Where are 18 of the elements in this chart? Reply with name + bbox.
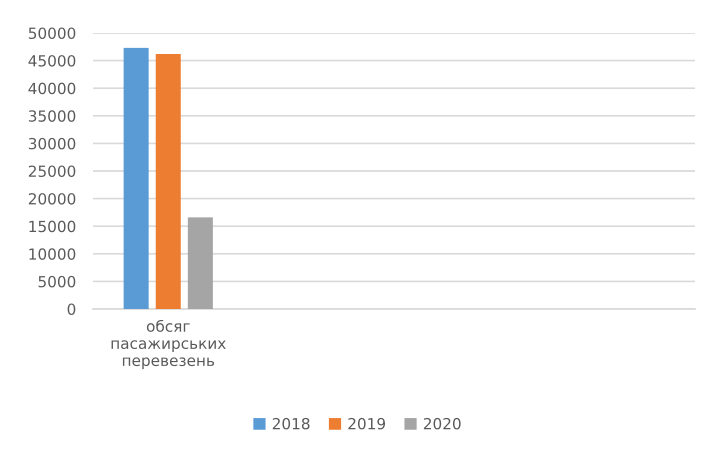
y-tick-label: 35000 bbox=[28, 110, 76, 122]
legend-label: 2020 bbox=[424, 418, 461, 430]
y-tick-label: 5000 bbox=[38, 276, 76, 288]
y-tick-label: 25000 bbox=[28, 165, 76, 178]
y-tick-label: 30000 bbox=[28, 138, 76, 150]
y-tick-label: 0 bbox=[68, 303, 76, 316]
bar bbox=[156, 54, 181, 309]
legend-label: 2019 bbox=[348, 418, 386, 430]
bar bbox=[124, 48, 149, 309]
legend-label: 2018 bbox=[272, 418, 310, 430]
y-tick-label: 20000 bbox=[28, 193, 76, 205]
bar bbox=[188, 217, 213, 309]
y-tick-label: 15000 bbox=[29, 220, 76, 232]
y-tick-label: 40000 bbox=[28, 82, 76, 94]
y-tick-label: 10000 bbox=[29, 248, 76, 260]
x-tick-label: обсяг пасажирських перевезень bbox=[112, 320, 226, 370]
y-tick-label: 45000 bbox=[28, 55, 76, 67]
y-tick-label: 50000 bbox=[28, 27, 76, 40]
